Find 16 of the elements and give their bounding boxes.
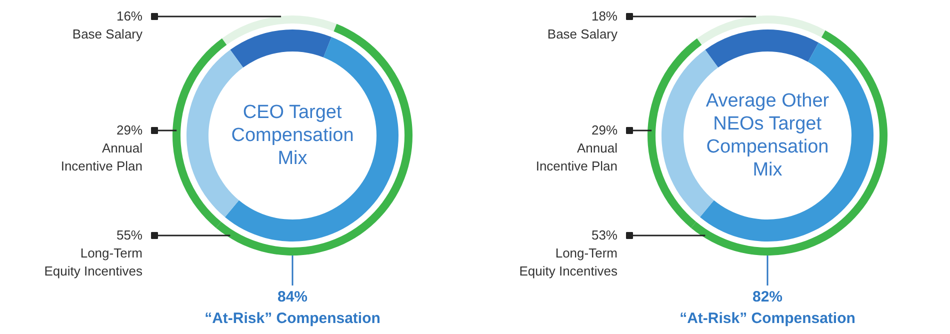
slice-label: Base Salary (547, 26, 618, 42)
text: Average Other NEOs Target Compensation Mix (706, 90, 830, 181)
slice-label: Long-Term Equity Incentives (44, 246, 143, 278)
text: 82% “At-Risk” Compensation (680, 288, 856, 327)
text: CEO Target Compensation Mix (231, 102, 354, 170)
slice-label: Long-Term Equity Incentives (519, 246, 618, 278)
slice-label: Annual Incentive Plan (60, 140, 143, 174)
slice-label: Base Salary (72, 26, 143, 42)
data-label: 29% (591, 122, 618, 138)
text: 84% “At-Risk” Compensation (204, 288, 380, 327)
data-label: 53% (591, 228, 618, 242)
data-label: 55% (116, 228, 143, 242)
data-label: 29% (116, 122, 143, 138)
data-label: 18% (591, 8, 618, 24)
data-label: 16% (116, 8, 143, 24)
slice-label: Annual Incentive Plan (536, 140, 618, 174)
